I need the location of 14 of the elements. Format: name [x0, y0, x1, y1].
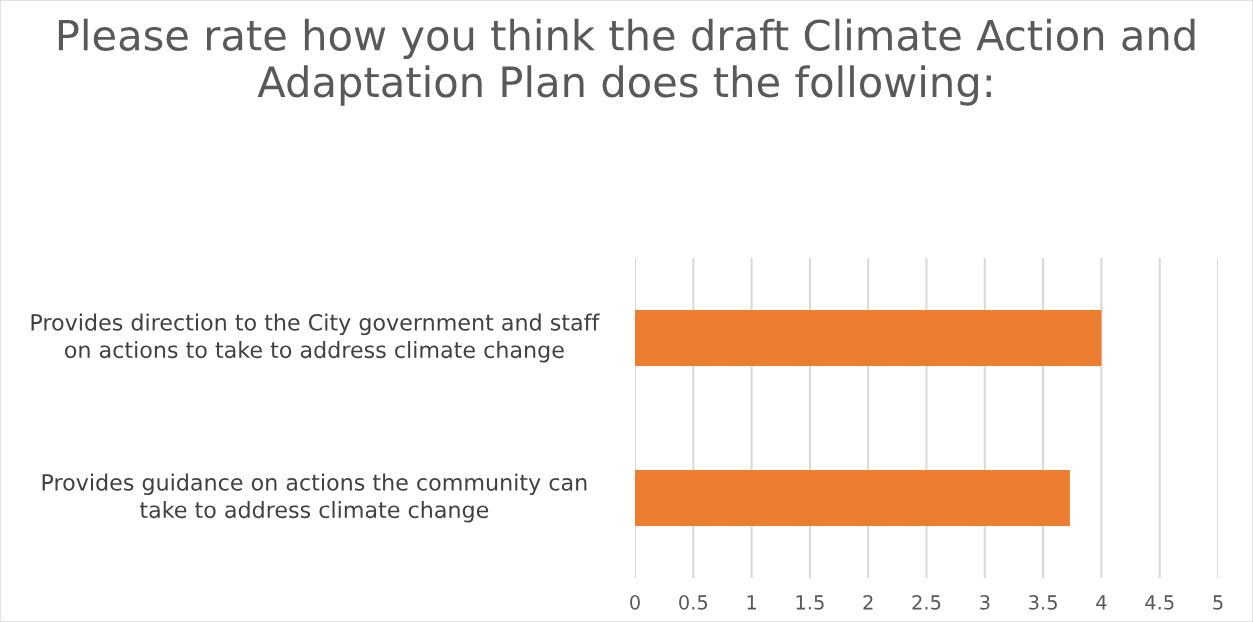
chart-title: Please rate how you think the draft Climate Action and Adaptation Plan does the following:: [58, 18, 1195, 106]
y-tick-label: Provides direction to the City government and staff on actions to take to address climate change: [31, 313, 600, 363]
x-tick-label: 5: [1213, 595, 1223, 610]
x-tick-label: 4: [1096, 595, 1107, 610]
x-tick-label: 0: [630, 595, 640, 610]
x-tick-label: 0.5: [679, 595, 708, 610]
x-tick-label: 3: [980, 595, 990, 610]
y-tick-label: Provides guidance on actions the community can take to address climate change: [42, 473, 587, 523]
x-tick-label: 1.5: [796, 595, 824, 610]
x-tick-label: 2: [863, 595, 873, 610]
x-tick-label: 1: [747, 595, 756, 610]
x-tick-label: 3.5: [1029, 595, 1057, 610]
x-tick-label: 2.5: [912, 595, 941, 610]
x-tick-label: 4.5: [1145, 595, 1174, 610]
